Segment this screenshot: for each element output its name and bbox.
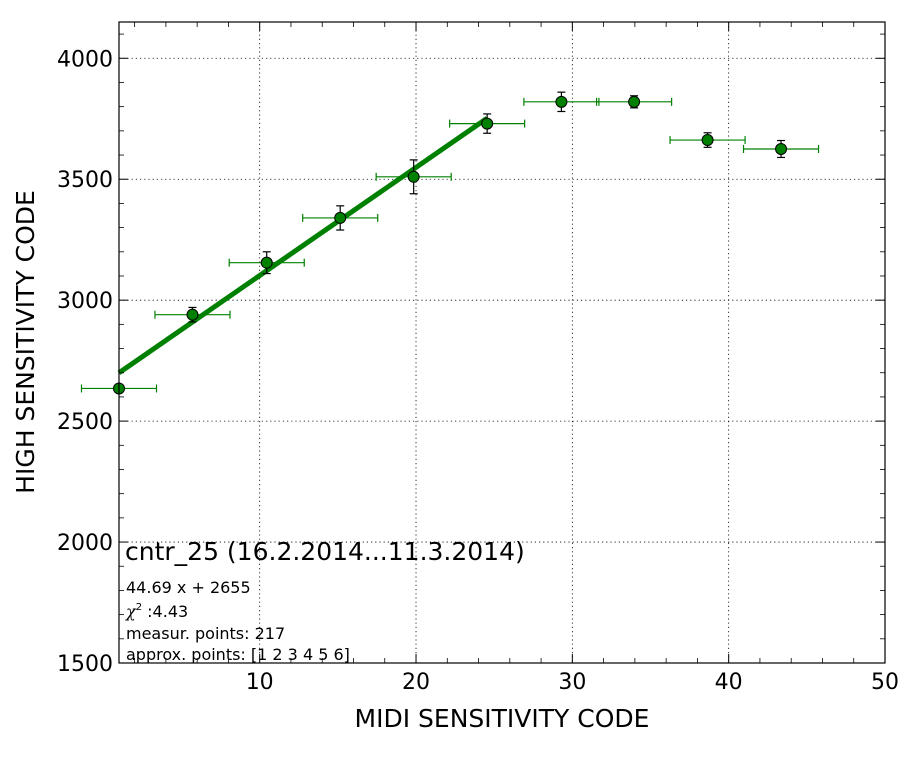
y-tick-label: 2500 [57, 410, 113, 435]
grid [119, 22, 885, 663]
data-point [701, 134, 714, 147]
data-point [555, 95, 568, 108]
x-tick-label: 20 [402, 670, 430, 695]
x-axis-label: MIDI SENSITIVITY CODE [355, 704, 650, 733]
data-point [775, 142, 788, 155]
x-tick-label: 10 [246, 670, 274, 695]
y-tick-labels: 1500 2000 2500 3000 3500 4000 [57, 47, 113, 677]
y-tick-label: 2000 [57, 531, 113, 556]
chi-symbol: χ [125, 602, 137, 621]
y-tick-label: 1500 [57, 652, 113, 677]
y-tick-label: 4000 [57, 47, 113, 72]
annotation-chi-square: χ2 :4.43 [125, 602, 188, 621]
fit-line-group [117, 116, 489, 375]
data-point [260, 256, 273, 269]
data-point [407, 170, 420, 183]
x-tick-label: 50 [871, 670, 899, 695]
data-point [186, 308, 199, 321]
data-point [334, 211, 347, 224]
annotation-approx-points: approx. points: [1 2 3 4 5 6] [126, 645, 350, 664]
fit-line [117, 116, 489, 375]
annotation-measur-points: measur. points: 217 [126, 624, 285, 643]
annotation-equation: 44.69 x + 2655 [126, 578, 251, 597]
y-tick-label: 3000 [57, 289, 113, 314]
y-axis-label: HIGH SENSITIVITY CODE [11, 190, 40, 494]
chi-superscript: 2 [136, 602, 142, 613]
x-tick-label: 30 [558, 670, 586, 695]
data-point [481, 117, 494, 130]
data-point [628, 95, 641, 108]
axis-ticks [119, 22, 886, 664]
x-tick-label: 40 [715, 670, 743, 695]
annotation-title: cntr_25 (16.2.2014...11.3.2014) [125, 537, 525, 566]
y-tick-label: 3500 [57, 168, 113, 193]
plot-frame [118, 21, 886, 664]
chi-value: :4.43 [142, 602, 188, 621]
x-tick-labels: 10 20 30 40 50 [246, 670, 899, 695]
